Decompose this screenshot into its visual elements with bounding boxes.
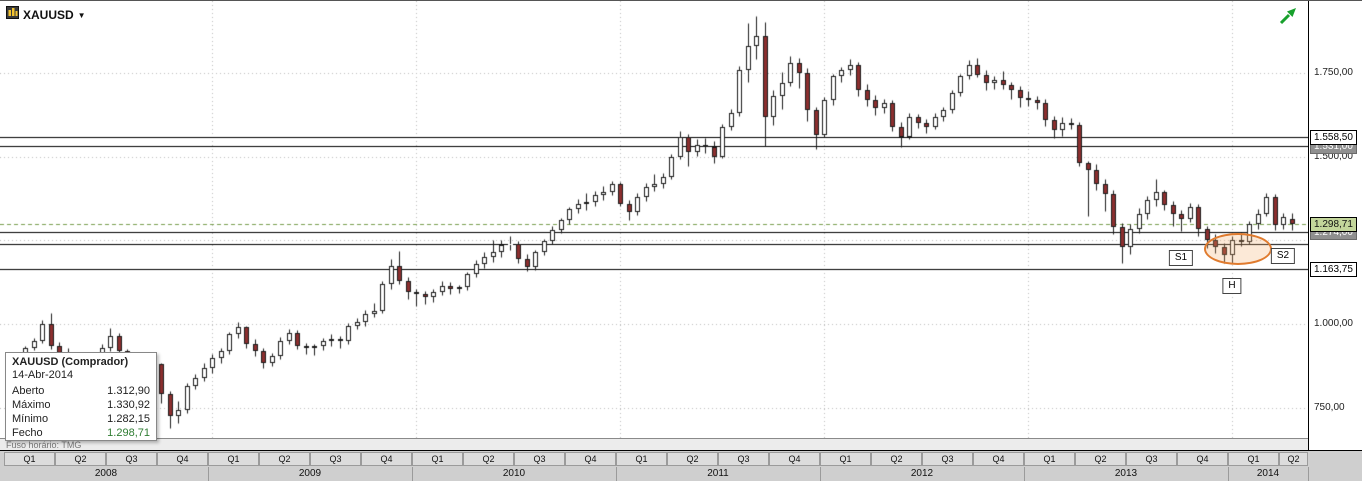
- year-label: 2008: [4, 467, 209, 481]
- quarter-label: Q4: [769, 452, 820, 466]
- tooltip-row-open: Aberto 1.312,90: [6, 384, 156, 398]
- quarter-label: Q3: [106, 452, 157, 466]
- chevron-down-icon: ▼: [77, 10, 86, 20]
- quarter-label: Q4: [361, 452, 412, 466]
- quarter-label: Q3: [922, 452, 973, 466]
- tooltip-high-value: 1.330,92: [107, 399, 150, 411]
- highlight-ellipse[interactable]: [1204, 233, 1273, 266]
- quarters-row: Q1 Q2 Q3 Q4 Q1 Q2 Q3 Q4 Q1 Q2 Q3 Q4 Q1 Q2 Q3 Q4 Q1 Q2 Q3 Q4…: [0, 452, 1362, 466]
- symbol-icon: [6, 6, 19, 24]
- year-label: 2014: [1228, 467, 1309, 481]
- annotation-label-h[interactable]: H: [1222, 277, 1242, 294]
- chart-plot-area[interactable]: XAUUSD ▼ XAUUSD (Comprador) 14-Abr-2014 …: [0, 1, 1308, 441]
- price-axis-tick: 1.750,00: [1314, 66, 1353, 78]
- quarter-label: Q1: [412, 452, 463, 466]
- tooltip-row-low: Mínimo 1.282,15: [6, 412, 156, 426]
- tooltip-row-high: Máximo 1.330,92: [6, 398, 156, 412]
- tooltip-close-value: 1.298,71: [107, 427, 150, 439]
- tooltip-close-label: Fecho: [12, 427, 43, 439]
- quarter-label: Q2: [55, 452, 106, 466]
- tooltip-high-label: Máximo: [12, 399, 51, 411]
- quarter-label: Q2: [1075, 452, 1126, 466]
- quarter-label: Q2: [463, 452, 514, 466]
- quarter-label: Q1: [616, 452, 667, 466]
- quarter-label: Q2: [871, 452, 922, 466]
- price-axis-tick: 1.500,00: [1314, 150, 1353, 162]
- year-label: 2012: [820, 467, 1025, 481]
- tooltip-title: XAUUSD (Comprador): [12, 356, 129, 368]
- quarter-label: Q3: [310, 452, 361, 466]
- years-row: 2008 2009 2010 2011 2012 2013 2014: [0, 467, 1362, 481]
- price-axis-tick: 750,00: [1314, 401, 1345, 413]
- green-up-right-arrow-icon[interactable]: [1278, 6, 1298, 26]
- quarter-label: Q2: [259, 452, 310, 466]
- quarter-label: Q3: [514, 452, 565, 466]
- price-level-label: 1.558,50: [1310, 130, 1357, 146]
- candlestick-chart-canvas[interactable]: [0, 1, 1308, 438]
- quarter-label: Q1: [1024, 452, 1075, 466]
- quarter-label: Q1: [1228, 452, 1279, 466]
- quarter-label: Q4: [565, 452, 616, 466]
- tooltip-open-value: 1.312,90: [107, 385, 150, 397]
- quarter-label: Q4: [1177, 452, 1228, 466]
- time-axis[interactable]: Q1 Q2 Q3 Q4 Q1 Q2 Q3 Q4 Q1 Q2 Q3 Q4 Q1 Q2 Q3 Q4 Q1 Q2 Q3 Q4…: [0, 450, 1362, 481]
- year-label: 2013: [1024, 467, 1229, 481]
- year-label: 2009: [208, 467, 413, 481]
- quarter-label: Q1: [208, 452, 259, 466]
- quarter-label: Q3: [1126, 452, 1177, 466]
- tooltip-date: 14-Abr-2014: [12, 369, 74, 381]
- quarter-label: Q1: [4, 452, 55, 466]
- price-axis-tick: 1.000,00: [1314, 318, 1353, 330]
- tooltip-low-label: Mínimo: [12, 413, 49, 425]
- quarter-label: Q2: [1279, 452, 1308, 466]
- tooltip-row-close: Fecho 1.298,71: [6, 426, 156, 440]
- data-tooltip: XAUUSD (Comprador) 14-Abr-2014 Aberto 1.…: [5, 352, 157, 441]
- price-level-label: 1.298,71: [1310, 217, 1357, 233]
- timezone-label: Fuso horário: TMG: [6, 440, 82, 450]
- year-label: 2010: [412, 467, 617, 481]
- quarter-label: Q3: [718, 452, 769, 466]
- quarter-label: Q2: [667, 452, 718, 466]
- timezone-status-bar: Fuso horário: TMG: [0, 438, 1308, 450]
- tooltip-open-label: Aberto: [12, 385, 45, 397]
- price-level-label: 1.163,75: [1310, 262, 1357, 278]
- year-label: 2011: [616, 467, 821, 481]
- symbol-selector[interactable]: XAUUSD ▼: [6, 6, 86, 24]
- price-axis[interactable]: 1.750,00 1.500,00 1.000,00 750,00 1.558,50 1.…: [1308, 1, 1362, 450]
- quarter-label: Q4: [973, 452, 1024, 466]
- quarter-label: Q4: [157, 452, 208, 466]
- annotation-label-s1[interactable]: S1: [1168, 249, 1194, 266]
- tooltip-low-value: 1.282,15: [107, 413, 150, 425]
- symbol-label: XAUUSD: [23, 8, 74, 22]
- quarter-label: Q1: [820, 452, 871, 466]
- annotation-label-s2[interactable]: S2: [1270, 247, 1296, 264]
